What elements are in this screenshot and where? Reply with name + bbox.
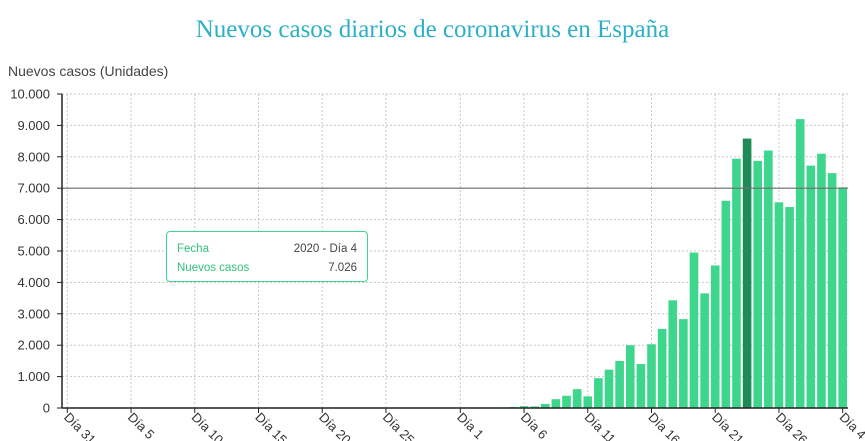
bar[interactable]	[615, 360, 624, 408]
bar[interactable]	[774, 202, 784, 408]
x-ticks: Día 31 Día 5 Día 10 Día 15 Día 20 Día 25 Día 1…	[61, 408, 865, 441]
x-tick-label: Día 21	[709, 410, 747, 441]
bar[interactable]	[764, 150, 773, 408]
y-tick-label: 9.000	[17, 118, 50, 133]
bar[interactable]	[785, 207, 794, 408]
chart-title: Nuevos casos diarios de coronavirus en E…	[195, 16, 670, 43]
x-tick-label: Día 15	[252, 410, 290, 441]
bar[interactable]	[700, 293, 709, 408]
bar[interactable]	[540, 403, 550, 408]
bar[interactable]	[625, 345, 635, 408]
bar[interactable]	[806, 165, 816, 408]
x-tick-label: Día 20	[316, 410, 354, 441]
y-tick-label: 0	[43, 401, 50, 416]
x-tick-label: Día 10	[189, 410, 227, 441]
x-tick-label: Día 31	[61, 410, 99, 441]
bar[interactable]	[721, 200, 731, 408]
bar[interactable]	[742, 138, 752, 408]
bar[interactable]	[657, 328, 667, 408]
tooltip-row-date: Fecha 2020 - Día 4	[177, 240, 357, 259]
y-axis-label: Nuevos casos (Unidades)	[8, 63, 169, 79]
bars	[445, 119, 847, 409]
x-tick-label: Día 1	[454, 410, 487, 441]
tooltip-cases-value: 7.026	[328, 262, 357, 274]
bar[interactable]	[732, 158, 741, 408]
bar[interactable]	[519, 406, 529, 408]
bar[interactable]	[551, 399, 561, 408]
x-tick-label: Día 25	[380, 410, 418, 441]
y-tick-label: 10.000	[10, 87, 50, 102]
x-tick-label: Día 4	[837, 410, 865, 441]
y-tick-label: 6.000	[17, 212, 50, 227]
tooltip-date-value: 2020 - Día 4	[293, 243, 357, 255]
x-tick-label: Día 11	[582, 410, 619, 441]
x-tick-label: Día 26	[773, 410, 811, 441]
bar[interactable]	[572, 389, 582, 408]
y-tick-label: 2.000	[17, 338, 50, 353]
bar[interactable]	[838, 187, 847, 408]
bar[interactable]	[827, 173, 837, 408]
bar[interactable]	[710, 265, 720, 408]
bar[interactable]	[679, 319, 688, 408]
y-tick-label: 5.000	[17, 244, 50, 259]
bar[interactable]	[594, 378, 603, 408]
bar[interactable]	[817, 153, 826, 408]
tooltip: Fecha 2020 - Día 4 Nuevos casos 7.026	[166, 231, 368, 282]
grid	[62, 93, 848, 409]
bar[interactable]	[636, 364, 646, 408]
y-tick-label: 4.000	[17, 275, 50, 290]
tooltip-date-key: Fecha	[177, 243, 209, 255]
bar[interactable]	[647, 344, 656, 408]
bar[interactable]	[604, 369, 614, 408]
y-tick-label: 3.000	[17, 306, 50, 321]
y-tick-label: 7.000	[17, 181, 50, 196]
x-tick-label: Día 6	[518, 410, 551, 441]
bar[interactable]	[795, 119, 805, 409]
bar[interactable]	[689, 252, 699, 408]
bar[interactable]	[668, 300, 678, 408]
bar[interactable]	[583, 396, 593, 408]
y-ticks: 0 1.000 2.000 3.000 4.000 5.000 6.000 7.000 8.00…	[10, 87, 62, 416]
bar[interactable]	[562, 395, 571, 408]
bar[interactable]	[753, 160, 763, 408]
y-tick-label: 8.000	[17, 149, 50, 164]
y-tick-label: 1.000	[17, 369, 50, 384]
x-tick-label: Día 16	[645, 410, 683, 441]
tooltip-row-cases: Nuevos casos 7.026	[177, 259, 357, 278]
x-tick-label: Día 5	[125, 410, 158, 441]
bar[interactable]	[530, 406, 539, 408]
tooltip-cases-key: Nuevos casos	[177, 262, 250, 274]
